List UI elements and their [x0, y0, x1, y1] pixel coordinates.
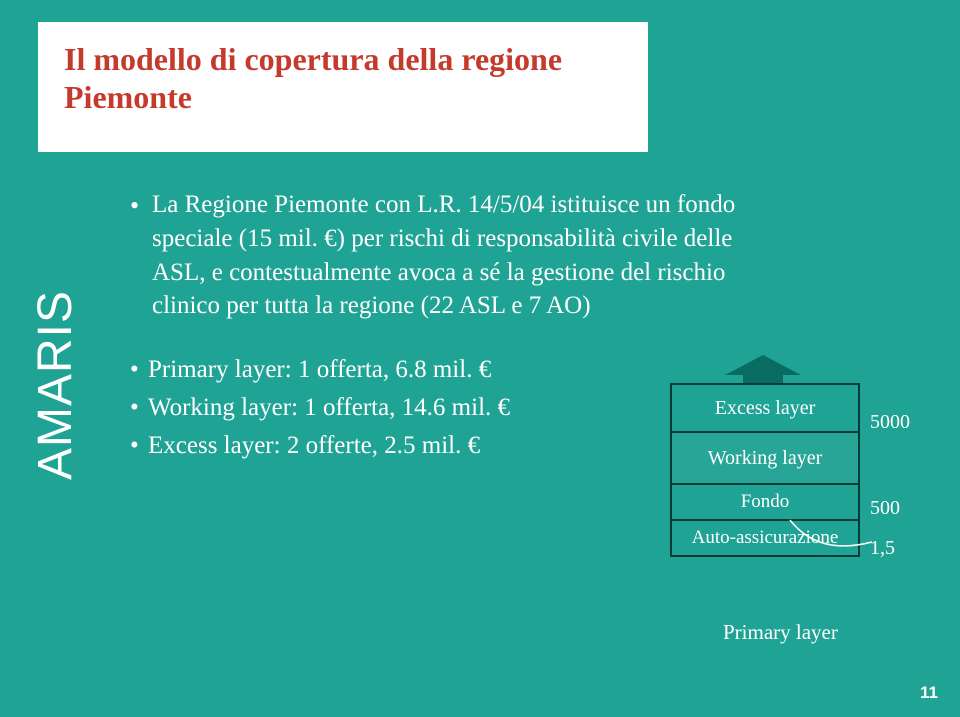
value-working: 500 — [870, 497, 900, 520]
arrow-stem — [743, 373, 783, 383]
value-excess: 5000 — [870, 411, 910, 434]
title-box: Il modello di copertura della regione Pi… — [38, 22, 648, 152]
arrow-up-icon — [725, 355, 801, 375]
layer-fondo: Fondo — [672, 485, 858, 521]
value-fondo: 1,5 — [870, 537, 895, 560]
title-line2: Piemonte — [64, 78, 622, 116]
layer-diagram: Excess layer Working layer Fondo Auto-as… — [620, 355, 920, 660]
sidebar-brand: AMARIS — [28, 290, 83, 480]
layer-excess: Excess layer — [672, 385, 858, 433]
layer-working: Working layer — [672, 433, 858, 485]
page-number: 11 — [920, 683, 938, 703]
main-paragraph: La Regione Piemonte con L.R. 14/5/04 ist… — [152, 191, 735, 319]
title-line1: Il modello di copertura della regione — [64, 40, 622, 78]
main-bullet: La Regione Piemonte con L.R. 14/5/04 ist… — [130, 188, 770, 323]
diagram-bottom-label: Primary layer — [723, 620, 838, 645]
callout-curve-icon — [788, 518, 878, 558]
